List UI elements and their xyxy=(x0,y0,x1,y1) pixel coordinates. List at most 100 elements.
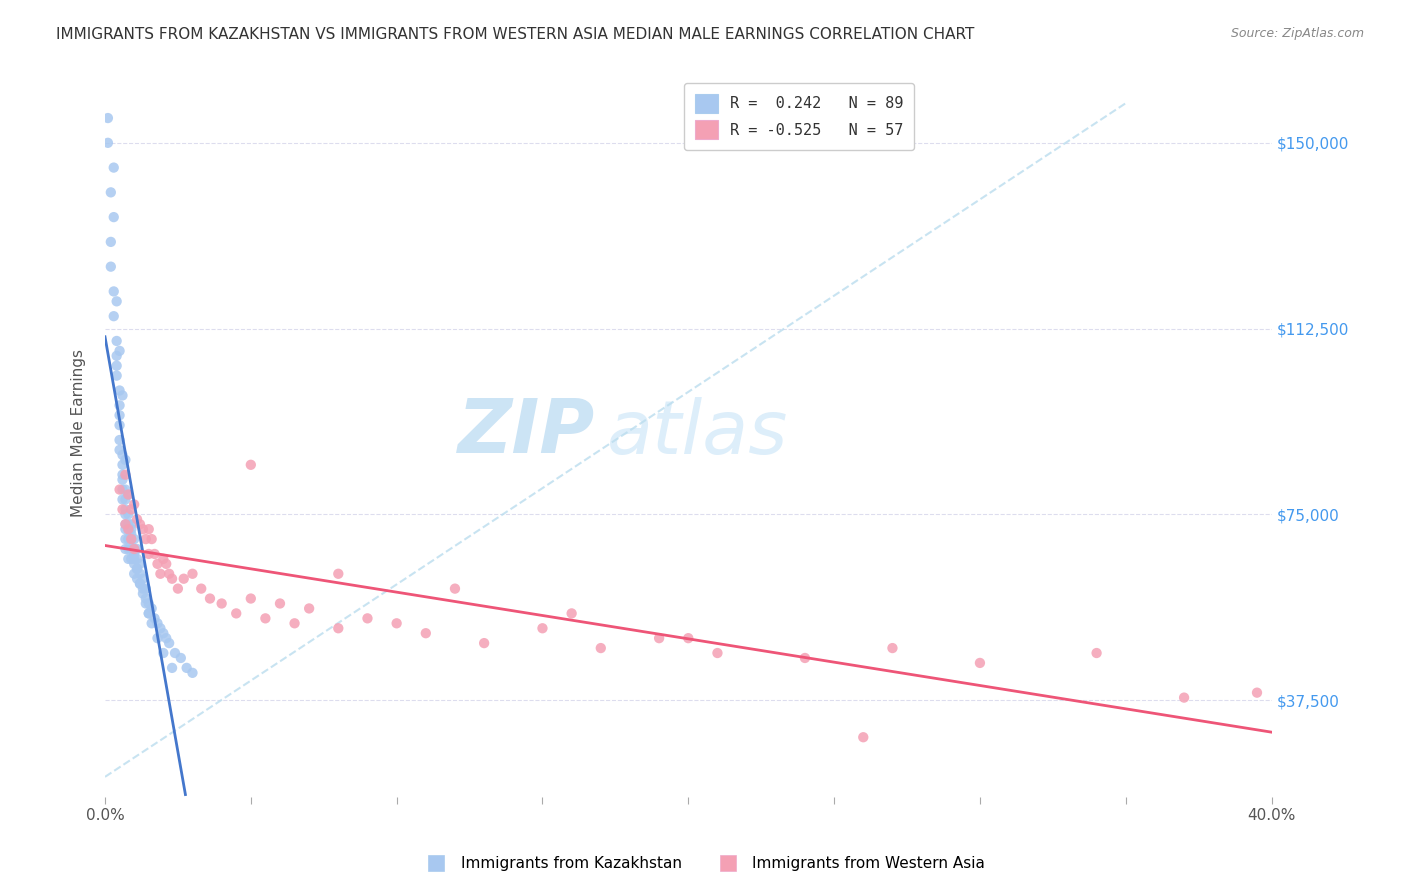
Point xyxy=(105,294,128,309)
Point xyxy=(1085,646,1108,660)
Point xyxy=(152,646,174,660)
Point xyxy=(146,616,169,631)
Point xyxy=(111,448,134,462)
Point xyxy=(678,631,700,645)
Point xyxy=(225,607,247,621)
Point xyxy=(356,611,378,625)
Point xyxy=(122,541,145,556)
Point xyxy=(111,473,134,487)
Point xyxy=(155,557,177,571)
Point xyxy=(125,562,148,576)
Point xyxy=(129,576,152,591)
Text: ZIP: ZIP xyxy=(458,396,595,469)
Point xyxy=(157,636,180,650)
Point xyxy=(239,458,262,472)
Text: IMMIGRANTS FROM KAZAKHSTAN VS IMMIGRANTS FROM WESTERN ASIA MEDIAN MALE EARNINGS : IMMIGRANTS FROM KAZAKHSTAN VS IMMIGRANTS… xyxy=(56,27,974,42)
Point xyxy=(138,547,160,561)
Point xyxy=(114,508,136,522)
Point xyxy=(114,532,136,546)
Point xyxy=(176,661,198,675)
Point xyxy=(111,483,134,497)
Point xyxy=(114,541,136,556)
Point xyxy=(100,186,122,200)
Point xyxy=(108,483,131,497)
Point xyxy=(103,285,125,299)
Point xyxy=(170,651,193,665)
Point xyxy=(1173,690,1195,705)
Point xyxy=(100,260,122,274)
Point xyxy=(149,566,172,581)
Y-axis label: Median Male Earnings: Median Male Earnings xyxy=(72,349,86,516)
Point xyxy=(117,508,139,522)
Point xyxy=(141,532,163,546)
Point xyxy=(152,626,174,640)
Point xyxy=(120,532,142,546)
Point xyxy=(173,572,195,586)
Point xyxy=(108,384,131,398)
Point xyxy=(472,636,495,650)
Point xyxy=(111,467,134,482)
Point xyxy=(114,467,136,482)
Point xyxy=(103,309,125,323)
Point xyxy=(138,607,160,621)
Point xyxy=(298,601,321,615)
Point xyxy=(132,522,155,536)
Point xyxy=(114,522,136,536)
Point xyxy=(135,532,157,546)
Point xyxy=(105,334,128,348)
Point xyxy=(138,607,160,621)
Point xyxy=(160,661,183,675)
Point xyxy=(1246,686,1268,700)
Point xyxy=(129,566,152,581)
Point xyxy=(284,616,307,631)
Text: atlas: atlas xyxy=(606,397,787,468)
Point xyxy=(117,517,139,532)
Point xyxy=(132,572,155,586)
Point xyxy=(239,591,262,606)
Point xyxy=(135,591,157,606)
Point xyxy=(794,651,817,665)
Point xyxy=(100,235,122,249)
Point xyxy=(198,591,221,606)
Point xyxy=(129,576,152,591)
Point xyxy=(117,487,139,501)
Text: Source: ZipAtlas.com: Source: ZipAtlas.com xyxy=(1230,27,1364,40)
Point xyxy=(105,368,128,383)
Point xyxy=(138,597,160,611)
Point xyxy=(561,607,583,621)
Point xyxy=(114,483,136,497)
Legend: Immigrants from Kazakhstan, Immigrants from Western Asia: Immigrants from Kazakhstan, Immigrants f… xyxy=(415,850,991,877)
Point xyxy=(125,562,148,576)
Point xyxy=(117,487,139,501)
Point xyxy=(181,665,204,680)
Point xyxy=(211,597,233,611)
Point xyxy=(105,349,128,363)
Point xyxy=(181,566,204,581)
Point xyxy=(108,343,131,358)
Point xyxy=(648,631,671,645)
Point xyxy=(108,442,131,457)
Point xyxy=(120,532,142,546)
Point xyxy=(117,522,139,536)
Point xyxy=(254,611,277,625)
Point xyxy=(97,111,120,125)
Point xyxy=(122,557,145,571)
Point xyxy=(103,161,125,175)
Point xyxy=(125,552,148,566)
Point xyxy=(129,557,152,571)
Point xyxy=(117,522,139,536)
Point xyxy=(114,517,136,532)
Point xyxy=(122,541,145,556)
Point xyxy=(143,611,166,625)
Point xyxy=(114,517,136,532)
Point xyxy=(111,502,134,516)
Point xyxy=(120,541,142,556)
Point xyxy=(120,527,142,541)
Point xyxy=(135,582,157,596)
Point xyxy=(111,492,134,507)
Point xyxy=(111,458,134,472)
Point xyxy=(111,388,134,402)
Point xyxy=(125,541,148,556)
Point xyxy=(122,566,145,581)
Point xyxy=(444,582,467,596)
